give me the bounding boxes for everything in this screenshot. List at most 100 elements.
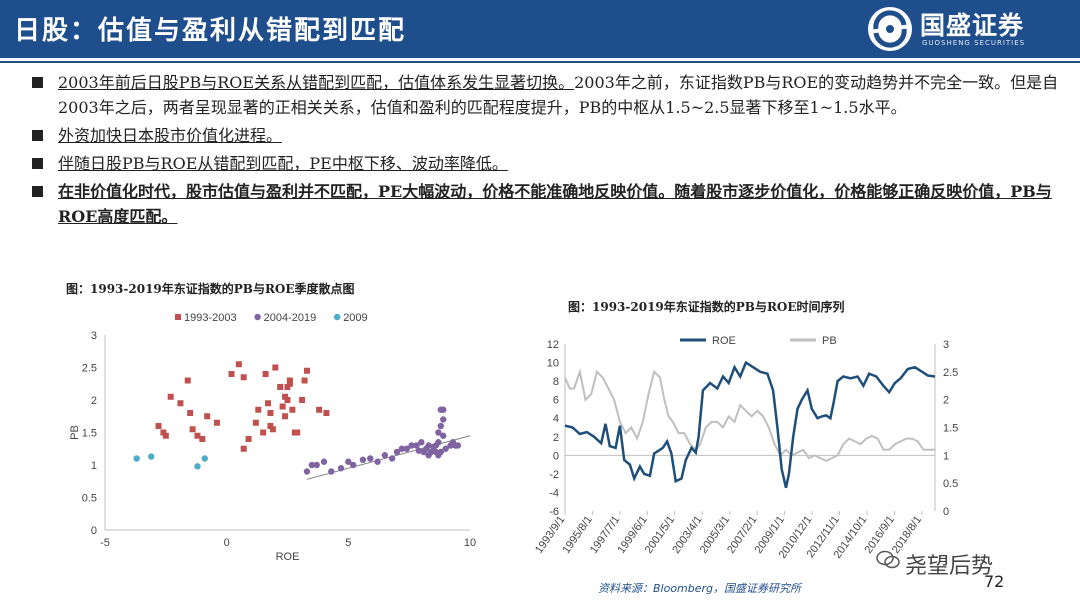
left-tick-label: 8 xyxy=(553,376,559,388)
data-point xyxy=(374,458,381,465)
data-point xyxy=(289,406,296,413)
legend-label: 2009 xyxy=(343,312,367,324)
bullet-item: 伴随日股PB与ROE从错配到匹配，PE中枢下移、波动率降低。 xyxy=(30,151,1060,176)
watermark-text: 尧望后势 xyxy=(905,554,994,579)
data-point xyxy=(286,380,293,387)
series-line-pb xyxy=(564,368,935,463)
data-point xyxy=(265,400,272,407)
data-point xyxy=(245,436,252,442)
y-tick-label: 1 xyxy=(91,460,97,472)
data-point xyxy=(284,397,291,403)
bullet-item: 2003年前后日股PB与ROE关系从错配到匹配，估值体系发生显著切换。2003年… xyxy=(30,70,1060,120)
data-point xyxy=(294,429,301,436)
logo-name: 国盛证券 xyxy=(920,11,1025,40)
data-point xyxy=(194,432,201,439)
data-point xyxy=(425,442,432,449)
legend-marker xyxy=(254,313,261,321)
company-logo: 国盛证券 GUOSHENG SECURITIES xyxy=(868,6,1068,52)
data-point xyxy=(301,377,308,384)
data-point xyxy=(252,419,259,426)
bullet-square-icon xyxy=(32,130,43,141)
logo-subtitle: GUOSHENG SECURITIES xyxy=(922,39,1026,47)
source-note: 资料来源：Bloomberg，国盛证券研究所 xyxy=(598,582,802,595)
data-point xyxy=(393,448,401,456)
data-point xyxy=(367,455,374,462)
left-tick-label: 4 xyxy=(553,413,559,425)
bullet-square-icon xyxy=(32,186,43,197)
data-point xyxy=(413,442,420,449)
data-point xyxy=(189,426,196,433)
data-point xyxy=(440,432,447,439)
bullet-text: 2003年之前，东证指数PB与ROE的变动趋势并不完全一致。但是自2003年之后… xyxy=(58,73,1059,117)
data-point xyxy=(201,455,208,462)
y-tick-label: 3 xyxy=(91,330,97,342)
data-point xyxy=(388,455,396,462)
data-point xyxy=(316,406,323,413)
y-tick-label: 0 xyxy=(91,525,97,537)
data-point xyxy=(269,426,276,433)
data-point xyxy=(213,419,220,426)
series-line-roe xyxy=(564,360,936,489)
data-point xyxy=(440,416,447,423)
right-tick-label: 2 xyxy=(943,395,949,407)
wechat-icon xyxy=(876,550,900,569)
bullet-lead: 2003年前后日股PB与ROE关系从错配到匹配，估值体系发生显著切换。 xyxy=(58,73,575,92)
data-point xyxy=(323,410,330,416)
data-point xyxy=(403,445,410,452)
data-point xyxy=(437,422,444,430)
data-point xyxy=(240,445,247,452)
bullet-lead: 在非价值化时代，股市估值与盈利并不匹配，PE大幅波动，价格不能准确地反映价值。随… xyxy=(58,182,1052,226)
data-point xyxy=(255,406,262,413)
left-tick-label: 0 xyxy=(553,450,559,462)
left-tick-label: -2 xyxy=(549,469,559,481)
bullet-item: 外资加快日本股市价值化进程。 xyxy=(30,123,1060,148)
data-point xyxy=(282,393,289,400)
y-tick-label: 2.5 xyxy=(82,363,97,375)
data-point xyxy=(440,406,447,413)
data-point xyxy=(303,367,310,374)
data-point xyxy=(381,452,389,459)
data-point xyxy=(359,456,367,463)
x-tick-label: 5 xyxy=(345,537,351,549)
bullet-square-icon xyxy=(32,158,43,169)
y-tick-label: 0.5 xyxy=(82,493,97,505)
data-point xyxy=(194,463,201,470)
data-point xyxy=(279,403,286,410)
data-point xyxy=(155,423,162,429)
data-point xyxy=(435,439,442,446)
data-point xyxy=(199,436,206,442)
data-point xyxy=(162,432,169,439)
left-tick-label: 2 xyxy=(553,432,559,444)
data-point xyxy=(184,377,191,384)
bullet-item: 在非价值化时代，股市估值与盈利并不匹配，PE大幅波动，价格不能准确地反映价值。随… xyxy=(30,179,1060,229)
header-divider xyxy=(0,61,1080,63)
data-point xyxy=(320,458,328,465)
data-point xyxy=(262,371,269,377)
right-tick-label: 2.5 xyxy=(943,367,958,379)
data-point xyxy=(235,361,242,368)
data-point xyxy=(204,413,211,420)
data-point xyxy=(187,410,194,416)
bullet-list: 2003年前后日股PB与ROE关系从错配到匹配，估值体系发生显著切换。2003年… xyxy=(30,70,1060,232)
data-point xyxy=(177,400,184,407)
right-tick-label: 1.5 xyxy=(943,423,958,435)
bullet-lead: 外资加快日本股市价值化进程。 xyxy=(58,126,283,145)
data-point xyxy=(286,377,293,384)
data-point xyxy=(442,445,449,452)
data-point xyxy=(148,453,155,460)
data-point xyxy=(133,455,140,462)
data-point xyxy=(284,384,291,390)
right-tick-label: 1 xyxy=(943,450,949,462)
data-point xyxy=(408,442,415,449)
left-tick-label: 12 xyxy=(547,339,559,351)
data-point xyxy=(260,429,267,436)
right-tick-label: 0.5 xyxy=(943,478,958,490)
page-title: 日股：估值与盈利从错配到匹配 xyxy=(14,16,407,46)
legend-marker xyxy=(334,313,341,321)
right-tick-label: 3 xyxy=(943,339,949,351)
legend-label: 2004-2019 xyxy=(264,312,317,324)
x-tick-label: -5 xyxy=(100,537,110,549)
data-point xyxy=(240,374,247,381)
line-caption: 图：1993-2019年东证指数的PB与ROE时间序列 xyxy=(568,300,845,314)
